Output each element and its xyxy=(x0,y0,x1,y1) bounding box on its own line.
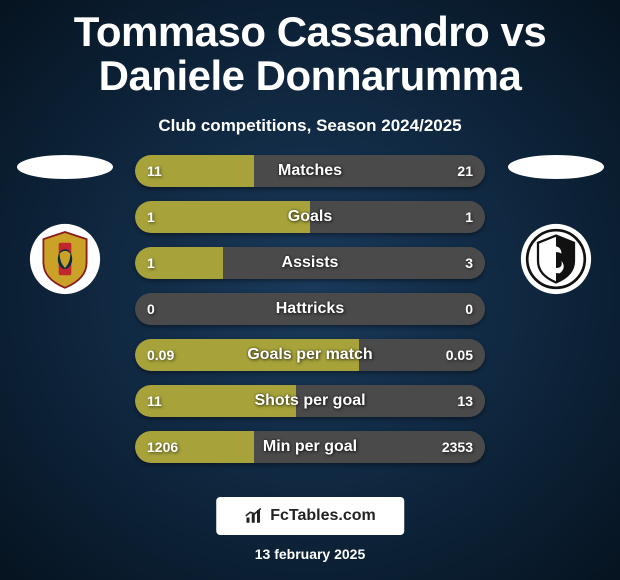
right-player-silhouette xyxy=(508,155,604,179)
left-value: 1 xyxy=(147,201,155,233)
comparison-infographic: Tommaso Cassandro vs Daniele Donnarumma … xyxy=(0,0,620,580)
left-value: 1206 xyxy=(147,431,178,463)
left-value: 0.09 xyxy=(147,339,174,371)
left-player-column xyxy=(12,155,117,299)
page-title: Tommaso Cassandro vs Daniele Donnarumma xyxy=(0,0,620,102)
right-club-badge xyxy=(516,219,596,299)
right-value: 0.05 xyxy=(446,339,473,371)
stat-row: 1113Shots per goal xyxy=(135,385,485,417)
right-value: 0 xyxy=(465,293,473,325)
right-bar-fill xyxy=(223,247,486,279)
date-text: 13 february 2025 xyxy=(0,546,620,562)
left-club-badge xyxy=(25,219,105,299)
subtitle: Club competitions, Season 2024/2025 xyxy=(0,116,620,136)
stat-row: 1121Matches xyxy=(135,155,485,187)
right-value: 21 xyxy=(457,155,473,187)
left-value: 11 xyxy=(147,385,162,417)
bar-chart-icon xyxy=(244,507,262,525)
content-area: 1121Matches11Goals13Assists00Hattricks0.… xyxy=(0,155,620,463)
left-value: 1 xyxy=(147,247,155,279)
right-value: 3 xyxy=(465,247,473,279)
branding-text: FcTables.com xyxy=(270,507,376,525)
stats-bars: 1121Matches11Goals13Assists00Hattricks0.… xyxy=(135,155,485,463)
stat-row: 12062353Min per goal xyxy=(135,431,485,463)
right-bar-fill xyxy=(254,155,485,187)
left-value: 11 xyxy=(147,155,162,187)
right-value: 1 xyxy=(465,201,473,233)
right-value: 2353 xyxy=(442,431,473,463)
stat-row: 0 0Hattricks xyxy=(135,293,485,325)
stat-label: Hattricks xyxy=(135,293,485,325)
stat-row: 11Goals xyxy=(135,201,485,233)
stat-row: 13Assists xyxy=(135,247,485,279)
right-player-column xyxy=(503,155,608,299)
left-player-silhouette xyxy=(17,155,113,179)
right-value: 13 xyxy=(457,385,473,417)
right-bar-fill xyxy=(310,201,485,233)
stat-row: 0.090.05Goals per match xyxy=(135,339,485,371)
shield-icon xyxy=(29,219,101,299)
shield-icon xyxy=(520,219,592,299)
left-value: 0 xyxy=(147,293,155,325)
left-bar-fill xyxy=(135,201,310,233)
branding-badge: FcTables.com xyxy=(216,497,404,535)
